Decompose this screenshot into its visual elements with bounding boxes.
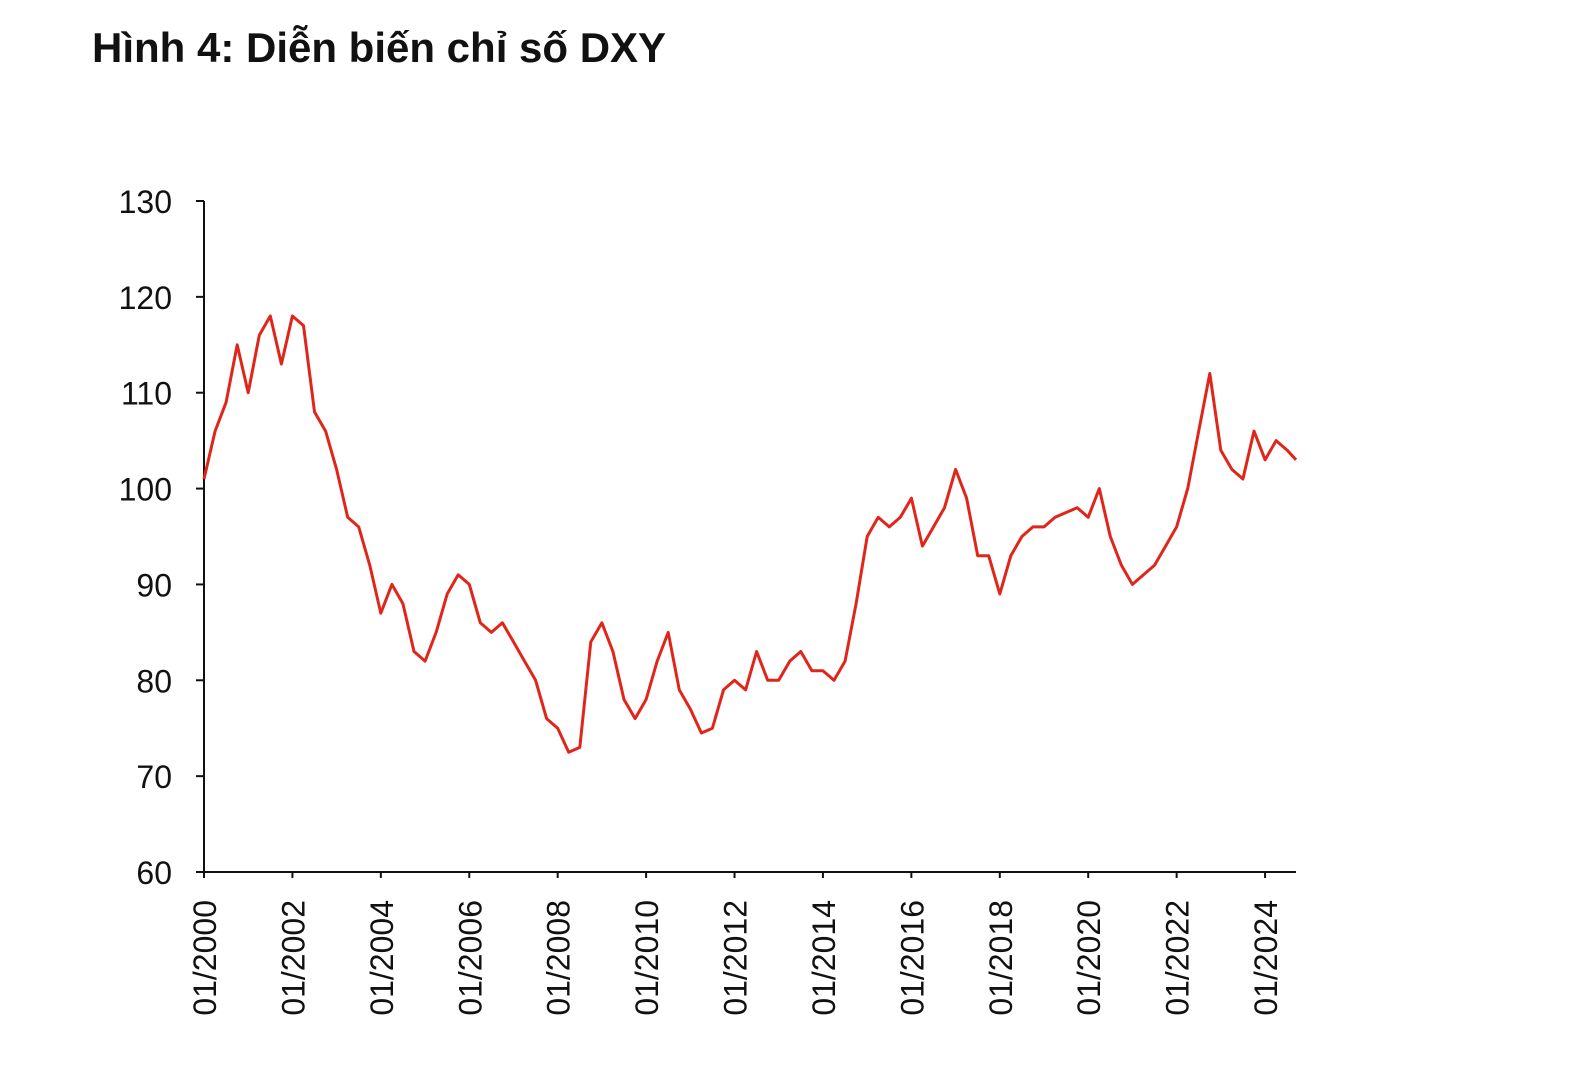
x-tick-label: 01/2020	[1071, 900, 1107, 1016]
x-tick-label: 01/2000	[187, 900, 223, 1016]
x-tick-label: 01/2014	[806, 900, 842, 1016]
x-tick-label: 01/2022	[1160, 900, 1196, 1016]
y-tick-label: 100	[119, 472, 172, 508]
x-tick-label: 01/2006	[452, 900, 488, 1016]
x-tick-label: 01/2024	[1248, 900, 1284, 1016]
y-tick-label: 90	[136, 567, 172, 603]
y-tick-label: 110	[121, 376, 172, 412]
chart-title: Hình 4: Diễn biến chỉ số DXY	[92, 23, 666, 71]
y-tick-label: 130	[119, 184, 172, 220]
y-tick-label: 80	[136, 663, 172, 699]
x-tick-label: 01/2008	[541, 900, 577, 1016]
x-tick-label: 01/2004	[364, 900, 400, 1016]
x-tick-label: 01/2016	[894, 900, 930, 1016]
x-tick-label: 01/2012	[718, 900, 754, 1016]
data-line	[202, 314, 1298, 754]
x-tick-label: 01/2010	[629, 900, 665, 1016]
y-tick-label: 70	[136, 759, 172, 795]
y-tick-label: 120	[119, 280, 172, 316]
x-tick-label: 01/2002	[275, 900, 311, 1016]
x-tick-label: 01/2018	[983, 900, 1019, 1016]
y-tick-label: 60	[136, 855, 172, 891]
